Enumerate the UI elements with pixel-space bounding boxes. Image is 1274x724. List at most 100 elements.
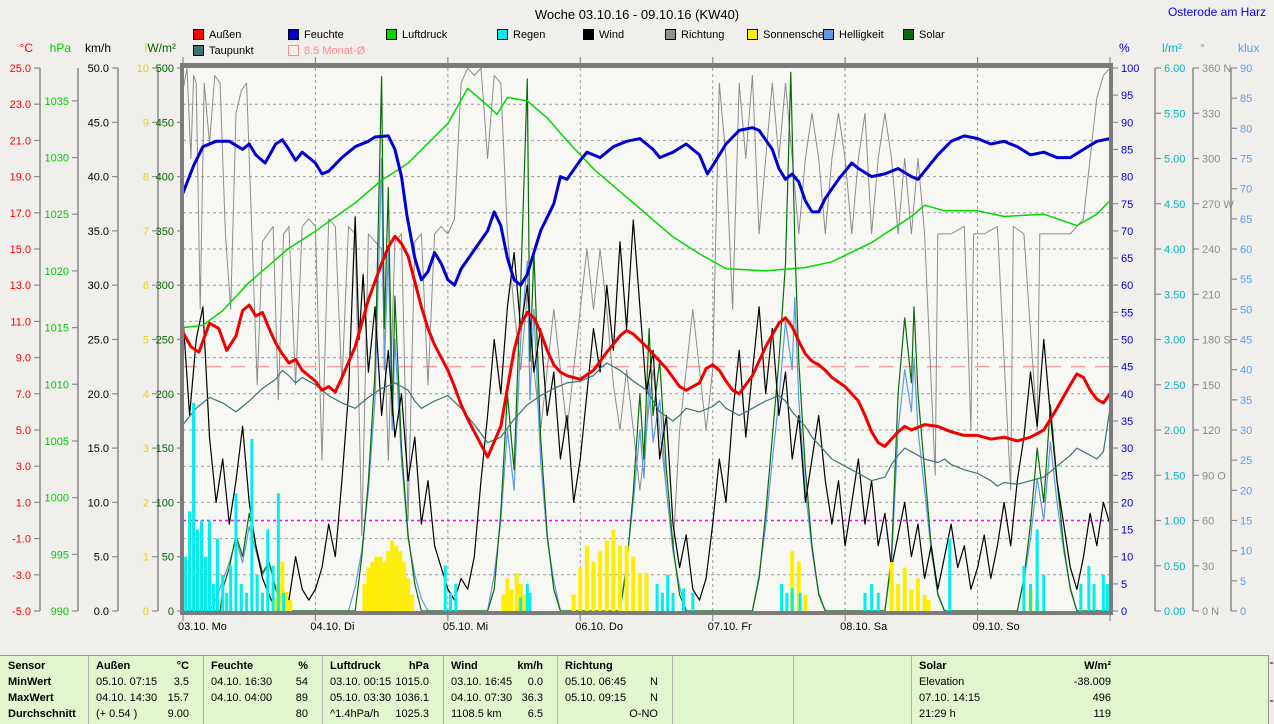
svg-text:3: 3 [143, 443, 149, 455]
stat-value: O-NO [629, 708, 658, 720]
legend-item-au-en[interactable]: Außen [193, 28, 241, 41]
svg-text:350: 350 [156, 226, 174, 238]
bar-sonnenschein [280, 562, 285, 611]
svg-text:35: 35 [1121, 416, 1133, 428]
svg-text:0 N: 0 N [1202, 606, 1219, 618]
axis-lm2: l/m² 6.00 5.50 5.00 4.50 4.00 3.50 3.00 2.50 2.00… [1154, 41, 1185, 618]
legend-label: Außen [209, 28, 242, 41]
bar-sonnenschein [398, 551, 403, 611]
svg-text:°C: °C [20, 41, 34, 55]
stat-value: 36.3 [521, 692, 543, 704]
svg-text:0.0: 0.0 [94, 606, 109, 618]
column-header: Wind [451, 660, 478, 672]
legend-item-wind[interactable]: Wind [583, 28, 624, 41]
legend-swatch-icon [583, 29, 594, 40]
stat-value: N [650, 676, 658, 688]
stat-value: 0.0 [527, 676, 543, 688]
svg-text:90: 90 [1240, 63, 1252, 75]
legend-item-feuchte[interactable]: Feuchte [288, 28, 344, 41]
bar-sonnenschein [591, 562, 596, 611]
bar-regen [666, 574, 670, 611]
stat-time: 05.10. 07:15 [96, 676, 158, 688]
legend-item-taupunkt[interactable]: Taupunkt [193, 44, 254, 57]
legend-swatch-icon [747, 29, 758, 40]
series-taupunkt [183, 362, 1110, 487]
bar-regen [454, 583, 458, 611]
svg-text:85: 85 [1240, 93, 1252, 105]
bar-regen [260, 592, 264, 611]
legend-swatch-icon [386, 29, 397, 40]
bar-sonnenschein [926, 600, 931, 611]
svg-text:95: 95 [1121, 90, 1133, 102]
svg-text:25.0: 25.0 [88, 335, 109, 347]
svg-text:65: 65 [1121, 253, 1133, 265]
svg-text:75: 75 [1121, 199, 1133, 211]
svg-text:45: 45 [1240, 335, 1252, 347]
bar-sonnenschein [390, 540, 395, 611]
svg-text:120: 120 [1202, 425, 1220, 437]
svg-text:4.00: 4.00 [1164, 244, 1185, 256]
legend-label: Wind [599, 28, 625, 41]
svg-text:0.00: 0.00 [1164, 606, 1185, 618]
stat-time: 05.10. 09:15 [565, 692, 627, 704]
svg-text:70: 70 [1121, 226, 1133, 238]
scrollbar-grip [1270, 662, 1273, 664]
legend-item-sonnenschein[interactable]: Sonnenschein [747, 28, 833, 41]
svg-text:9: 9 [143, 117, 149, 129]
svg-text:45: 45 [1121, 362, 1133, 374]
stat-value: 54 [295, 676, 308, 688]
svg-text:20: 20 [1121, 497, 1133, 509]
svg-text:150: 150 [1202, 380, 1220, 392]
legend-label: Taupunkt [209, 44, 254, 57]
svg-text:65: 65 [1240, 214, 1252, 226]
plot-border-top [180, 63, 1113, 68]
column-divider [793, 656, 794, 724]
bar-regen [188, 511, 192, 611]
series-feuchte [183, 126, 1110, 287]
svg-text:10: 10 [137, 63, 149, 75]
bar-regen [225, 592, 229, 611]
bar-sonnenschein [378, 556, 383, 611]
stat-time: 04.10. 14:30 [96, 692, 158, 704]
legend-item-richtung[interactable]: Richtung [665, 28, 724, 41]
bar-regen [1022, 565, 1026, 611]
legend-label: Richtung [681, 28, 725, 41]
svg-text:1005: 1005 [45, 436, 69, 448]
svg-text:1000: 1000 [45, 493, 69, 505]
legend-item-luftdruck[interactable]: Luftdruck [386, 28, 447, 41]
bar-regen [1092, 583, 1096, 611]
column-divider [672, 656, 673, 724]
svg-text:1015: 1015 [45, 323, 69, 335]
bar-regen [207, 520, 211, 611]
x-axis-label: 04.10. Di [310, 621, 354, 633]
bar-sonnenschein [902, 567, 907, 611]
bar-sonnenschein [790, 551, 795, 611]
bar-sonnenschein [505, 578, 510, 611]
table-scrollbar[interactable] [1268, 655, 1274, 724]
bar-sonnenschein [803, 594, 808, 611]
svg-text:70: 70 [1240, 184, 1252, 196]
svg-text:hPa: hPa [50, 41, 72, 55]
svg-text:3.50: 3.50 [1164, 289, 1185, 301]
legend-item-8-5-monat[interactable]: 8.5 Monat-Ø [288, 44, 365, 57]
column-header: Feuchte [211, 660, 254, 672]
svg-text:h: h [144, 41, 151, 55]
bar-sonnenschein [598, 551, 603, 611]
stat-value: 119 [1093, 708, 1111, 720]
legend-item-solar[interactable]: Solar [903, 28, 945, 41]
svg-text:9.0: 9.0 [16, 353, 31, 365]
legend-item-regen[interactable]: Regen [497, 28, 545, 41]
svg-text:2.00: 2.00 [1164, 425, 1185, 437]
svg-text:250: 250 [156, 335, 174, 347]
svg-text:0: 0 [1240, 606, 1246, 618]
bar-sonnenschein [366, 567, 371, 611]
stat-time: 1108.5 km [451, 708, 502, 720]
legend-item-helligkeit[interactable]: Helligkeit [823, 28, 884, 41]
bar-sonnenschein [501, 594, 506, 611]
bar-regen [682, 588, 686, 611]
stat-time: 05.10. 06:45 [565, 676, 627, 688]
row-label: Durchschnitt [8, 708, 76, 720]
plot-series [183, 68, 1110, 611]
